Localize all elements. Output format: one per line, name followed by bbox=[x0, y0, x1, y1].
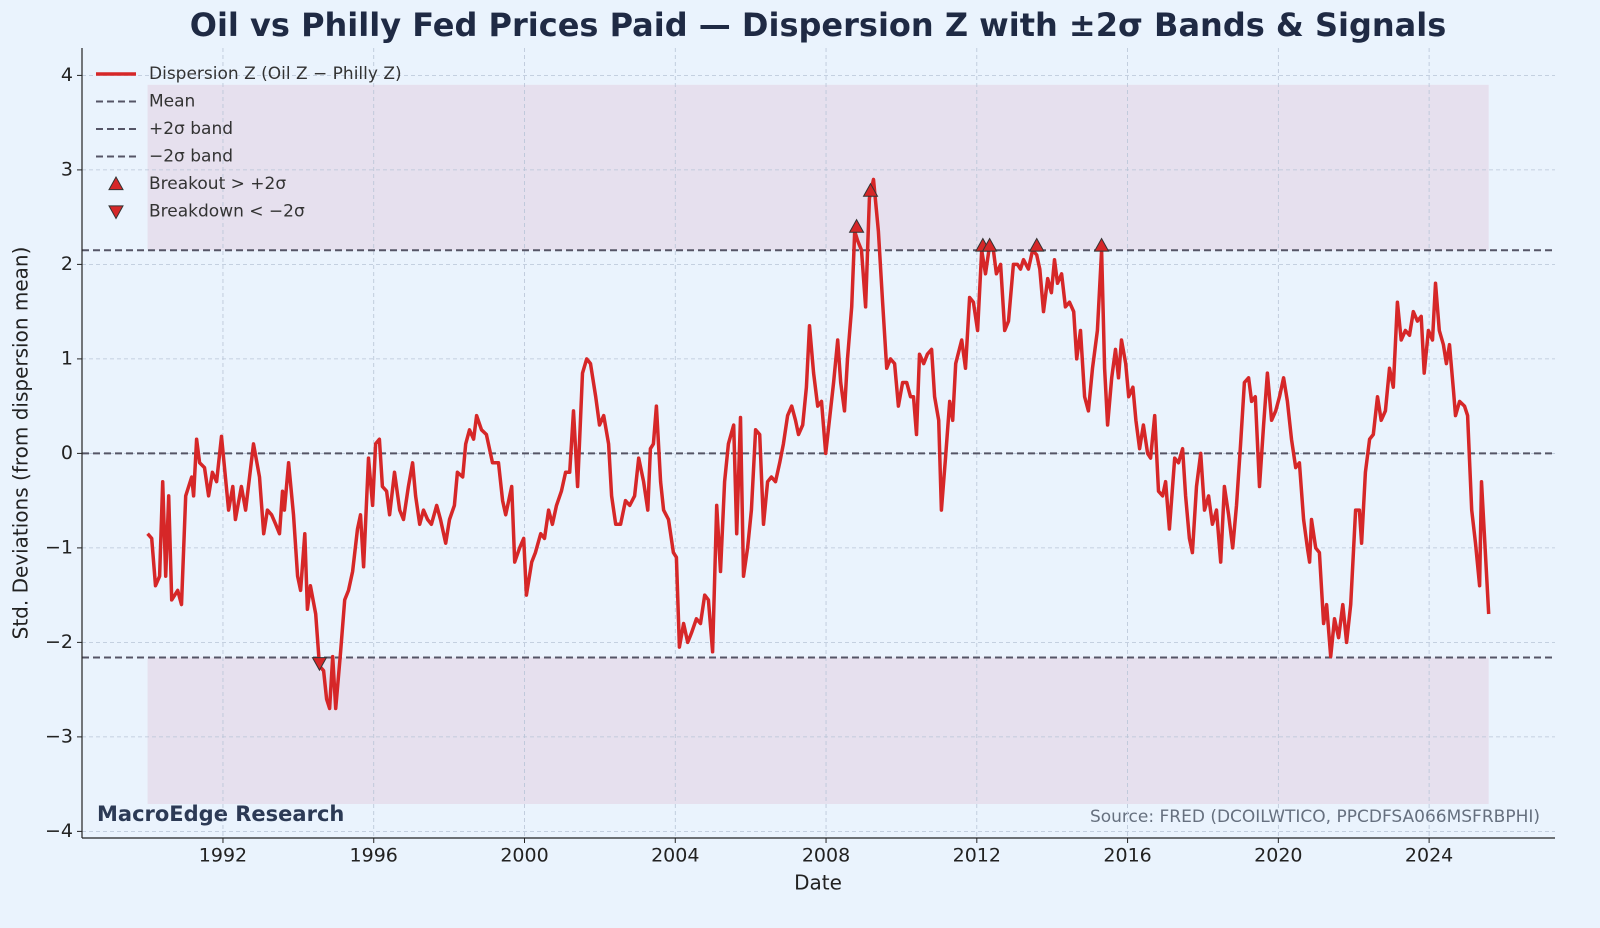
x-tick-label: 2012 bbox=[953, 845, 1001, 867]
legend-label: +2σ band bbox=[149, 119, 233, 139]
band-shade bbox=[147, 84, 1489, 251]
y-tick-label: −4 bbox=[45, 820, 73, 842]
chart-title: Oil vs Philly Fed Prices Paid — Dispersi… bbox=[190, 6, 1447, 44]
legend-label: Breakdown < −2σ bbox=[149, 202, 305, 222]
signal-marker bbox=[1093, 237, 1110, 252]
source-annotation: Source: FRED (DCOILWTICO, PPCDFSA066MSFR… bbox=[1090, 807, 1540, 827]
x-tick-label: 2016 bbox=[1103, 845, 1151, 867]
brand-annotation: MacroEdge Research bbox=[97, 802, 344, 826]
y-tick-label: −1 bbox=[45, 536, 73, 558]
x-tick-label: 1992 bbox=[199, 845, 247, 867]
x-tick-label: 2024 bbox=[1405, 845, 1453, 867]
signal-marker bbox=[981, 237, 998, 252]
legend: Dispersion Z (Oil Z − Philly Z) Mean +2σ b… bbox=[96, 64, 402, 222]
x-tick-label: 1996 bbox=[350, 845, 398, 867]
signal-marker bbox=[311, 657, 328, 672]
signal-marker bbox=[1028, 237, 1045, 252]
legend-label: Dispersion Z (Oil Z − Philly Z) bbox=[149, 64, 402, 84]
data-line bbox=[146, 177, 1491, 711]
x-tick-label: 2020 bbox=[1254, 845, 1302, 867]
signal-marker bbox=[862, 182, 879, 197]
legend-swatch bbox=[108, 175, 124, 191]
legend-swatch bbox=[108, 205, 124, 220]
y-axis-label: Std. Deviations (from dispersion mean) bbox=[9, 247, 33, 640]
y-tick-label: 0 bbox=[61, 442, 73, 464]
signal-marker bbox=[848, 218, 865, 233]
x-tick-label: 2008 bbox=[802, 845, 850, 867]
y-tick-label: 1 bbox=[61, 347, 73, 369]
y-tick-label: −2 bbox=[45, 631, 73, 653]
legend-label: Mean bbox=[149, 92, 195, 112]
y-tick-label: 3 bbox=[61, 158, 73, 180]
x-tick-label: 2000 bbox=[500, 845, 548, 867]
legend-label: Breakout > +2σ bbox=[149, 174, 286, 194]
y-tick-label: 2 bbox=[61, 253, 73, 275]
plot-area bbox=[82, 48, 1555, 838]
legend-label: −2σ band bbox=[149, 147, 233, 167]
y-tick-label: −3 bbox=[45, 725, 73, 747]
x-axis-label: Date bbox=[794, 871, 842, 895]
y-tick-label: 4 bbox=[61, 64, 73, 86]
band-shade bbox=[147, 657, 1489, 804]
x-tick-label: 2004 bbox=[651, 845, 699, 867]
